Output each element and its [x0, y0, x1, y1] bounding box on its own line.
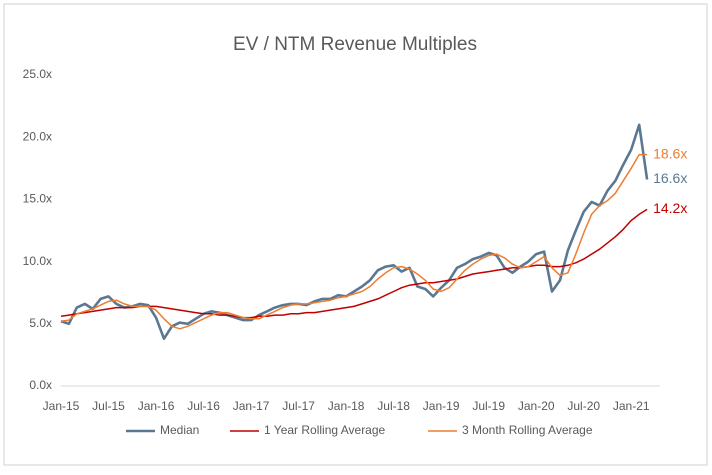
chart-frame: [3, 3, 708, 466]
legend-label: Median: [160, 423, 199, 437]
x-tick-label: Jul-15: [92, 399, 125, 413]
value-label: 14.2x: [653, 200, 687, 216]
legend-label: 3 Month Rolling Average: [462, 423, 593, 437]
x-tick-label: Jul-20: [567, 399, 600, 413]
y-tick-label: 25.0x: [23, 67, 52, 81]
y-tick-label: 20.0x: [23, 129, 52, 143]
series-line: [60, 123, 649, 340]
x-tick-label: Jan-17: [233, 399, 270, 413]
x-tick-label: Jan-21: [613, 399, 650, 413]
x-tick-label: Jan-16: [138, 399, 175, 413]
y-tick-label: 15.0x: [23, 192, 52, 206]
x-tick-label: Jul-17: [282, 399, 315, 413]
x-tick-label: Jul-18: [377, 399, 410, 413]
y-tick-label: 10.0x: [23, 254, 52, 268]
x-tick-label: Jan-19: [423, 399, 460, 413]
chart-title: EV / NTM Revenue Multiples: [233, 34, 477, 55]
value-label: 18.6x: [653, 145, 687, 161]
x-tick-label: Jul-19: [472, 399, 505, 413]
value-label: 16.6x: [653, 170, 687, 186]
y-tick-label: 0.0x: [29, 378, 52, 392]
x-tick-label: Jul-16: [187, 399, 220, 413]
x-tick-label: Jan-20: [518, 399, 555, 413]
x-tick-label: Jan-18: [328, 399, 365, 413]
y-tick-label: 5.0x: [29, 316, 52, 330]
series-line: [60, 208, 648, 319]
x-tick-label: Jan-15: [43, 399, 80, 413]
legend-label: 1 Year Rolling Average: [264, 423, 386, 437]
series-line: [60, 153, 648, 330]
